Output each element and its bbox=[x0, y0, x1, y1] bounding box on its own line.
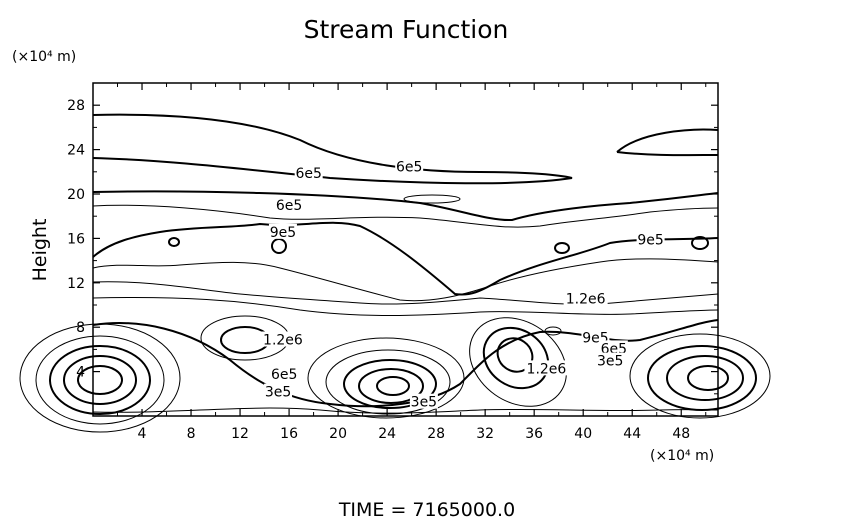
contour-label-bg bbox=[264, 383, 293, 399]
x-tick-label: 4 bbox=[138, 426, 147, 442]
contour-label: 6e5 bbox=[276, 198, 302, 214]
y-tick-label: 4 bbox=[76, 365, 85, 381]
contour-label: 9e5 bbox=[270, 225, 296, 241]
chart-title: Stream Function bbox=[304, 15, 509, 44]
x-tick-label: 20 bbox=[329, 426, 347, 442]
contour-label-bg bbox=[563, 290, 608, 306]
contour-label: 3e5 bbox=[265, 385, 291, 401]
contour-label: 6e5 bbox=[271, 367, 297, 383]
contour-label-bg bbox=[395, 158, 424, 174]
y-tick-label: 28 bbox=[67, 98, 85, 114]
contour-label-bg bbox=[260, 331, 305, 347]
contour-label-bg bbox=[275, 197, 304, 213]
contour-label-bg bbox=[596, 352, 625, 368]
y-tick-label: 8 bbox=[76, 320, 85, 336]
contour-label-bg bbox=[599, 340, 628, 356]
y-unit-label: (×10⁴ m) bbox=[12, 49, 76, 65]
x-tick-label: 44 bbox=[623, 426, 641, 442]
contour-label: 1.2e6 bbox=[566, 291, 606, 307]
contour-label: 9e5 bbox=[637, 233, 663, 249]
y-axis-label: Height bbox=[29, 219, 51, 282]
y-tick-label: 12 bbox=[67, 276, 85, 292]
time-footer: TIME = 7165000.0 bbox=[338, 499, 515, 519]
contour-label-bg bbox=[268, 223, 297, 239]
contour-label: 6e5 bbox=[295, 166, 321, 182]
x-tick-label: 28 bbox=[427, 426, 445, 442]
x-unit-label: (×10⁴ m) bbox=[650, 448, 714, 464]
contour-label: 3e5 bbox=[597, 354, 623, 370]
contour-label: 3e5 bbox=[411, 395, 437, 411]
y-tick-label: 20 bbox=[67, 187, 85, 203]
plot-frame bbox=[92, 82, 719, 417]
x-tick-label: 48 bbox=[672, 426, 690, 442]
x-tick-label: 40 bbox=[574, 426, 592, 442]
contour-label: 1.2e6 bbox=[527, 361, 567, 377]
x-tick-label: 24 bbox=[378, 426, 396, 442]
contour-label-bg bbox=[409, 393, 438, 409]
x-tick-label: 32 bbox=[476, 426, 494, 442]
contour-lines bbox=[19, 113, 771, 433]
y-tick-label: 16 bbox=[67, 231, 85, 247]
contour-label-bg bbox=[524, 360, 569, 376]
contour-label-bg bbox=[270, 365, 299, 381]
x-tick-label: 36 bbox=[525, 426, 543, 442]
x-tick-label: 8 bbox=[187, 426, 196, 442]
x-axis: 4 8 12 16 20 24 28 32 36 40 44 48 bbox=[117, 83, 707, 442]
contour-label: 1.2e6 bbox=[263, 333, 303, 349]
contour-label-bg bbox=[636, 231, 665, 247]
x-tick-label: 16 bbox=[280, 426, 298, 442]
x-tick-label: 12 bbox=[231, 426, 249, 442]
y-axis: 4 8 12 16 20 24 28 bbox=[67, 98, 718, 395]
contour-label-bg bbox=[294, 165, 323, 181]
y-tick-label: 24 bbox=[67, 143, 85, 159]
contour-label: 6e5 bbox=[396, 159, 422, 175]
